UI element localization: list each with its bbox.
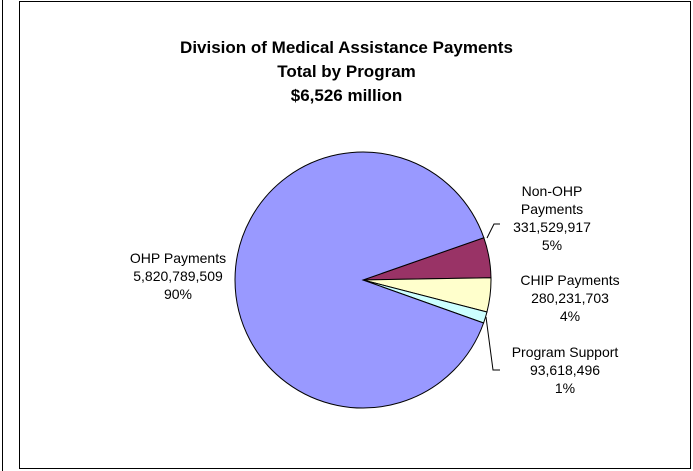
slice-label-chip: CHIP Payments 280,231,703 4% bbox=[495, 271, 645, 325]
slice-label-ohp: OHP Payments 5,820,789,509 90% bbox=[103, 249, 253, 303]
leader-line-program-support bbox=[485, 316, 500, 371]
slice-label-non-ohp-name-line2: Payments bbox=[520, 201, 584, 217]
slice-label-non-ohp-value: 331,529,917 bbox=[513, 219, 591, 235]
slice-label-non-ohp: Non-OHP Payments 331,529,917 5% bbox=[488, 182, 616, 254]
slice-label-program-support-name: Program Support bbox=[511, 344, 619, 360]
slice-label-non-ohp-percent: 5% bbox=[541, 237, 563, 253]
slice-label-chip-name: CHIP Payments bbox=[520, 272, 620, 288]
slice-label-non-ohp-name-line1: Non-OHP bbox=[521, 183, 583, 199]
chart-title-block: Division of Medical Assistance Payments … bbox=[0, 36, 693, 108]
leader-line-non-ohp bbox=[486, 223, 500, 239]
slice-label-chip-percent: 4% bbox=[559, 308, 581, 324]
slice-label-ohp-name: OHP Payments bbox=[129, 250, 227, 266]
leader-lines bbox=[485, 223, 500, 371]
slice-label-program-support-value: 93,618,496 bbox=[529, 362, 601, 378]
slice-label-ohp-percent: 90% bbox=[163, 286, 193, 302]
chart-subtitle: Total by Program bbox=[277, 62, 416, 81]
slice-label-ohp-value: 5,820,789,509 bbox=[133, 268, 223, 284]
chart-title: Division of Medical Assistance Payments bbox=[180, 38, 513, 57]
slice-label-chip-value: 280,231,703 bbox=[531, 290, 609, 306]
chart-total: $6,526 million bbox=[290, 86, 403, 105]
slice-label-program-support: Program Support 93,618,496 1% bbox=[490, 343, 640, 397]
pie-slices bbox=[234, 151, 492, 409]
left-border-line bbox=[2, 0, 3, 471]
pie-slice-ohp bbox=[234, 151, 485, 409]
slice-label-program-support-percent: 1% bbox=[554, 380, 576, 396]
